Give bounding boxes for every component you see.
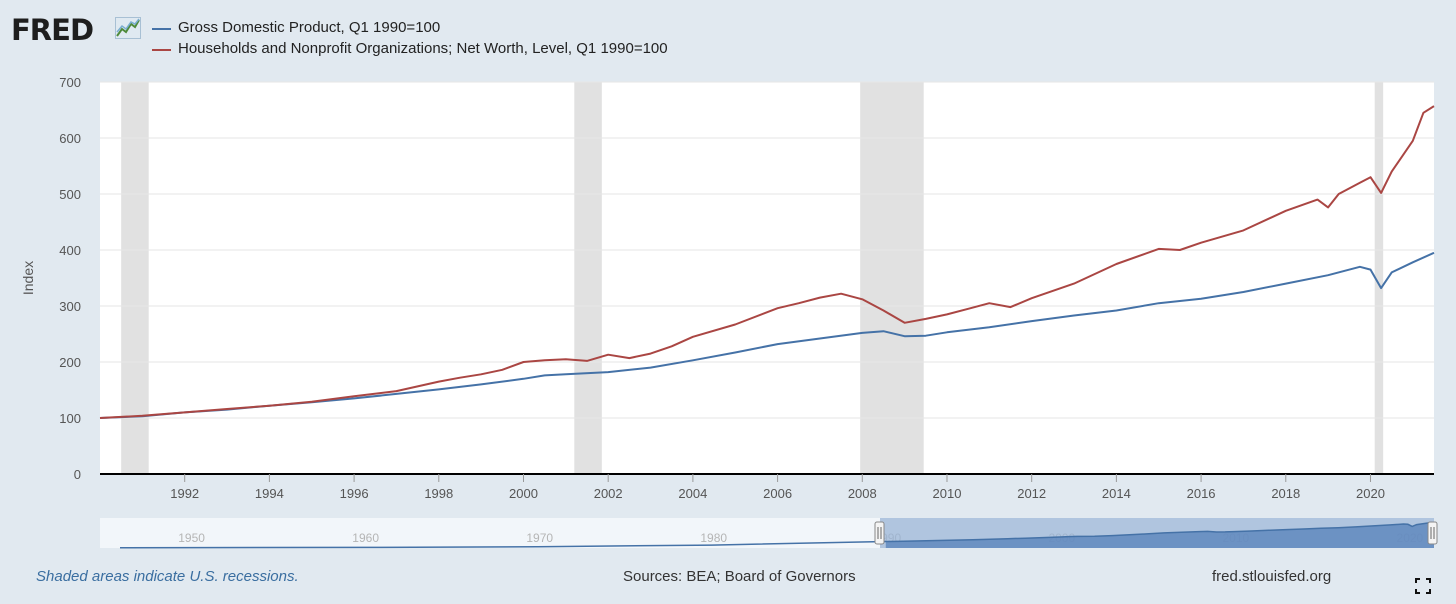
recession-note: Shaded areas indicate U.S. recessions. — [36, 568, 299, 585]
fullscreen-icon[interactable] — [1415, 578, 1431, 594]
recession-band-2 — [860, 82, 924, 474]
plot-area — [100, 82, 1434, 474]
x-tick-label: 2002 — [594, 486, 623, 501]
legend-item-gdp[interactable]: Gross Domestic Product, Q1 1990=100 — [152, 19, 441, 37]
y-tick-label: 300 — [59, 299, 81, 314]
y-tick-label: 400 — [59, 243, 81, 258]
x-tick-label: 2012 — [1017, 486, 1046, 501]
navigator-right-handle[interactable] — [1427, 521, 1438, 545]
x-tick-label: 1992 — [170, 486, 199, 501]
x-tick-label: 1994 — [255, 486, 284, 501]
x-tick-label: 2018 — [1271, 486, 1300, 501]
y-tick-label: 700 — [59, 75, 81, 90]
site-link[interactable]: fred.stlouisfed.org — [1212, 568, 1332, 585]
recession-band-0 — [121, 82, 149, 474]
recession-band-3 — [1374, 82, 1384, 474]
legend-swatch-net-worth — [152, 49, 171, 51]
navigator-left-handle[interactable] — [874, 521, 885, 545]
fred-logo-graph-icon — [115, 17, 141, 39]
legend-swatch-gdp — [152, 28, 171, 30]
navigator-series-line — [119, 521, 1435, 549]
navigator-year-label: 1970 — [526, 531, 553, 545]
x-tick-label: 2010 — [933, 486, 962, 501]
y-tick-label: 200 — [59, 355, 81, 370]
y-tick-label: 100 — [59, 411, 81, 426]
navigator-series-area — [885, 522, 1434, 548]
navigator-year-label: 1950 — [178, 531, 205, 545]
line-chart: 0 100 200 300 400 500 600 700 1992 1994 1996 1998 2… — [20, 75, 1438, 549]
recession-bands — [121, 82, 1384, 474]
x-axis-ticks: 1992 1994 1996 1998 2000 2002 2004 2006 2008 2010… — [170, 474, 1385, 501]
x-tick-label: 2016 — [1187, 486, 1216, 501]
x-tick-label: 1998 — [424, 486, 453, 501]
sources-text: Sources: BEA; Board of Governors — [623, 568, 856, 585]
y-axis-label: Index — [20, 261, 36, 295]
y-axis-ticks: 0 100 200 300 400 500 600 700 — [59, 75, 81, 482]
legend-item-net-worth[interactable]: Households and Nonprofit Organizations; … — [152, 40, 668, 58]
y-tick-label: 500 — [59, 187, 81, 202]
x-tick-label: 2000 — [509, 486, 538, 501]
gridlines — [100, 81, 1434, 419]
fred-logo[interactable]: FRED — [11, 13, 94, 47]
x-tick-label: 1996 — [340, 486, 369, 501]
series-line-0 — [99, 251, 1435, 419]
x-tick-label: 2004 — [678, 486, 707, 501]
series-line-1 — [99, 105, 1435, 419]
navigator-year-label: 1960 — [352, 531, 379, 545]
x-tick-label: 2008 — [848, 486, 877, 501]
legend-label-gdp: Gross Domestic Product, Q1 1990=100 — [178, 19, 441, 36]
y-tick-label: 600 — [59, 131, 81, 146]
series-lines — [99, 105, 1435, 419]
legend-label-net-worth: Households and Nonprofit Organizations; … — [178, 40, 668, 57]
x-tick-label: 2014 — [1102, 486, 1131, 501]
recession-band-1 — [574, 82, 602, 474]
navigator-year-label: 1980 — [700, 531, 727, 545]
y-tick-label: 0 — [74, 467, 81, 482]
x-tick-label: 2020 — [1356, 486, 1385, 501]
x-tick-label: 2006 — [763, 486, 792, 501]
range-navigator[interactable]: 19501960197019801990200020102020 — [100, 518, 1438, 549]
